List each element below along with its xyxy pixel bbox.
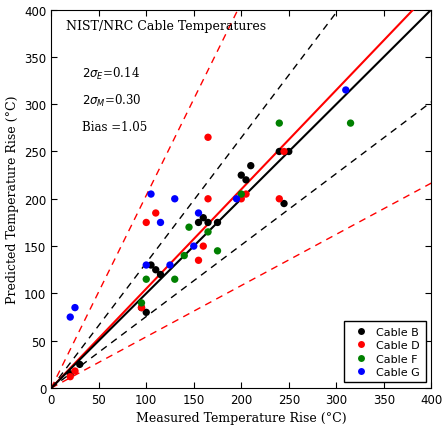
Point xyxy=(342,87,349,94)
Point xyxy=(195,257,202,264)
Point xyxy=(67,371,74,378)
Point xyxy=(204,196,211,203)
Point xyxy=(152,267,159,273)
Point xyxy=(195,219,202,226)
Text: $2\sigma_E$=0.14: $2\sigma_E$=0.14 xyxy=(82,65,139,81)
Point xyxy=(157,219,164,226)
Point xyxy=(238,172,245,179)
Point xyxy=(71,304,78,311)
Point xyxy=(138,300,145,307)
Point xyxy=(166,262,173,269)
Point xyxy=(171,196,178,203)
Point xyxy=(142,219,150,226)
Point xyxy=(138,304,145,311)
Point xyxy=(195,210,202,217)
Point xyxy=(238,196,245,203)
Point xyxy=(147,262,155,269)
Point xyxy=(67,314,74,321)
Point xyxy=(147,191,155,198)
Point xyxy=(190,243,197,250)
Text: NIST/NRC Cable Temperatures: NIST/NRC Cable Temperatures xyxy=(66,20,267,33)
Point xyxy=(76,361,83,368)
Point xyxy=(181,252,188,259)
Point xyxy=(71,368,78,375)
Point xyxy=(247,163,254,170)
Y-axis label: Predicted Temperature Rise (°C): Predicted Temperature Rise (°C) xyxy=(5,95,18,303)
Legend: Cable B, Cable D, Cable F, Cable G: Cable B, Cable D, Cable F, Cable G xyxy=(344,322,426,383)
Point xyxy=(285,149,293,156)
Point xyxy=(233,196,240,203)
Point xyxy=(138,304,145,311)
Point xyxy=(280,201,288,208)
Point xyxy=(276,149,283,156)
Point xyxy=(142,262,150,269)
Point xyxy=(142,309,150,316)
Point xyxy=(276,120,283,127)
Text: Bias =1.05: Bias =1.05 xyxy=(82,120,147,133)
Point xyxy=(67,373,74,380)
Point xyxy=(242,191,250,198)
Point xyxy=(242,177,250,184)
Point xyxy=(204,135,211,141)
Point xyxy=(280,149,288,156)
Point xyxy=(276,196,283,203)
Point xyxy=(238,191,245,198)
Point xyxy=(214,219,221,226)
Point xyxy=(214,248,221,255)
Point xyxy=(204,219,211,226)
Text: $2\sigma_M$=0.30: $2\sigma_M$=0.30 xyxy=(82,93,141,109)
Point xyxy=(142,276,150,283)
Point xyxy=(157,271,164,278)
Point xyxy=(347,120,354,127)
Point xyxy=(152,210,159,217)
Point xyxy=(171,276,178,283)
Point xyxy=(185,224,193,231)
Point xyxy=(200,243,207,250)
X-axis label: Measured Temperature Rise (°C): Measured Temperature Rise (°C) xyxy=(136,412,347,424)
Point xyxy=(204,229,211,236)
Point xyxy=(200,215,207,221)
